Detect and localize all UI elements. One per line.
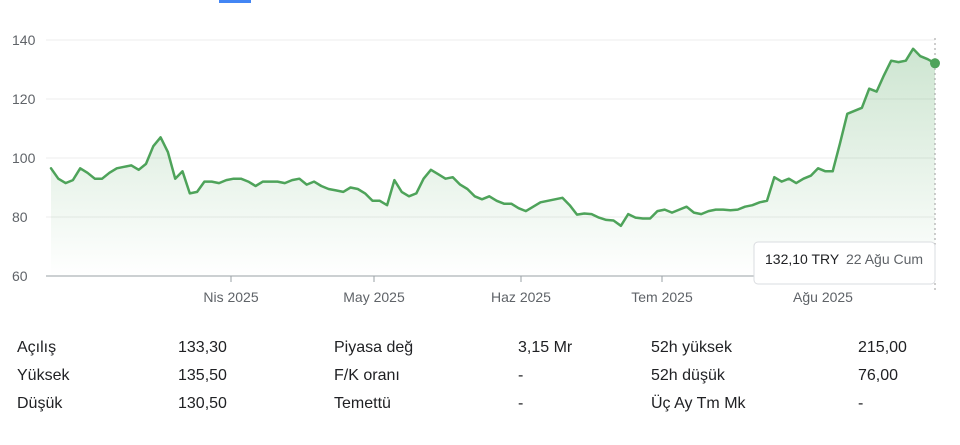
x-tick-label: Tem 2025 <box>631 289 693 305</box>
selected-range-indicator <box>219 0 251 3</box>
y-tick-label: 60 <box>12 268 28 284</box>
y-tick-label: 80 <box>12 209 28 225</box>
price-line <box>49 47 937 228</box>
price-chart[interactable]: 140 120 100 80 60 Nis 2025 May 2025 Haz 2025 Te… <box>0 0 960 315</box>
market-cap-value: 3,15 Mr <box>518 339 573 356</box>
open-value: 133,30 <box>178 339 227 356</box>
key-stats-table: Açılış 133,30 Piyasa değ 3,15 Mr 52h yük… <box>0 335 960 430</box>
52w-high-value: 215,00 <box>858 339 907 356</box>
x-axis: Nis 2025 May 2025 Haz 2025 Tem 2025 Ağu 2025 <box>203 276 853 305</box>
quarterly-value: - <box>858 395 864 412</box>
stats-row: Açılış 133,30 Piyasa değ 3,15 Mr 52h yük… <box>0 339 960 367</box>
y-axis: 140 120 100 80 60 <box>12 32 36 284</box>
market-cap-label: Piyasa değ <box>334 339 414 356</box>
x-tick-label: Nis 2025 <box>203 289 258 305</box>
52w-high-label: 52h yüksek <box>651 339 732 356</box>
pe-ratio-value: - <box>518 367 524 384</box>
x-tick-label: May 2025 <box>343 289 405 305</box>
y-tick-label: 140 <box>12 32 36 48</box>
tooltip-price: 132,10 TRY <box>765 251 840 267</box>
stats-row: Düşük 130,50 Temettü - Üç Ay Tm Mk - <box>0 395 960 423</box>
high-label: Yüksek <box>17 367 70 384</box>
low-value: 130,50 <box>178 395 227 412</box>
price-tooltip: 132,10 TRY 22 Ağu Cum <box>753 241 936 285</box>
y-tick-label: 120 <box>12 91 36 107</box>
52w-low-label: 52h düşük <box>651 367 725 384</box>
open-label: Açılış <box>17 339 57 356</box>
high-value: 135,50 <box>178 367 227 384</box>
x-tick-label: Haz 2025 <box>491 289 551 305</box>
dividend-value: - <box>518 395 524 412</box>
52w-low-value: 76,00 <box>858 367 899 384</box>
x-tick-label: Ağu 2025 <box>793 289 853 305</box>
stats-row: Yüksek 135,50 F/K oranı - 52h düşük 76,0… <box>0 367 960 395</box>
low-label: Düşük <box>17 395 63 412</box>
quarterly-label: Üç Ay Tm Mk <box>651 395 746 412</box>
price-area-fill <box>51 48 935 276</box>
y-tick-label: 100 <box>12 150 36 166</box>
tooltip-date: 22 Ağu Cum <box>846 251 923 267</box>
dividend-label: Temettü <box>334 395 391 412</box>
pe-ratio-label: F/K oranı <box>334 367 400 384</box>
current-price-point <box>930 58 940 69</box>
